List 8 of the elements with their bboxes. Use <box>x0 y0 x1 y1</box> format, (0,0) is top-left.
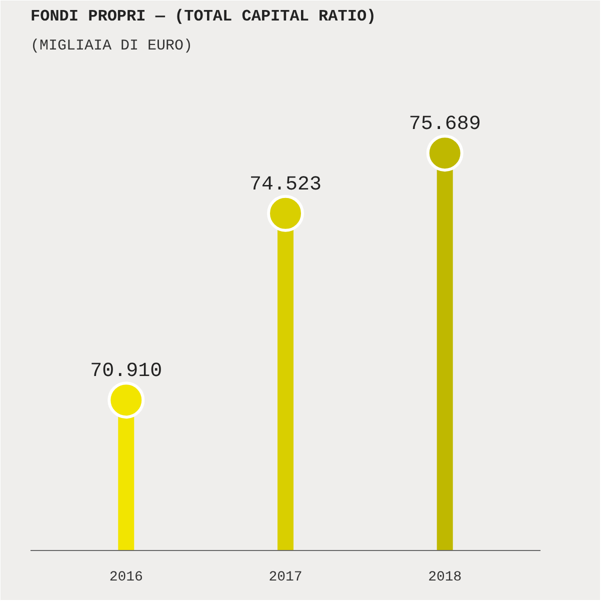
x-tick-label: 2017 <box>268 570 302 586</box>
data-label: 70.910 <box>90 360 162 384</box>
data-label: 75.689 <box>408 113 481 136</box>
x-tick-label: 2016 <box>109 570 143 586</box>
data-label: 74.523 <box>249 173 322 196</box>
chart-subtitle: (MIGLIAIA DI EURO) <box>30 38 193 54</box>
chart-title: FONDI PROPRI — (TOTAL CAPITAL RATIO) <box>30 8 376 26</box>
x-tick-label: 2018 <box>428 570 462 586</box>
